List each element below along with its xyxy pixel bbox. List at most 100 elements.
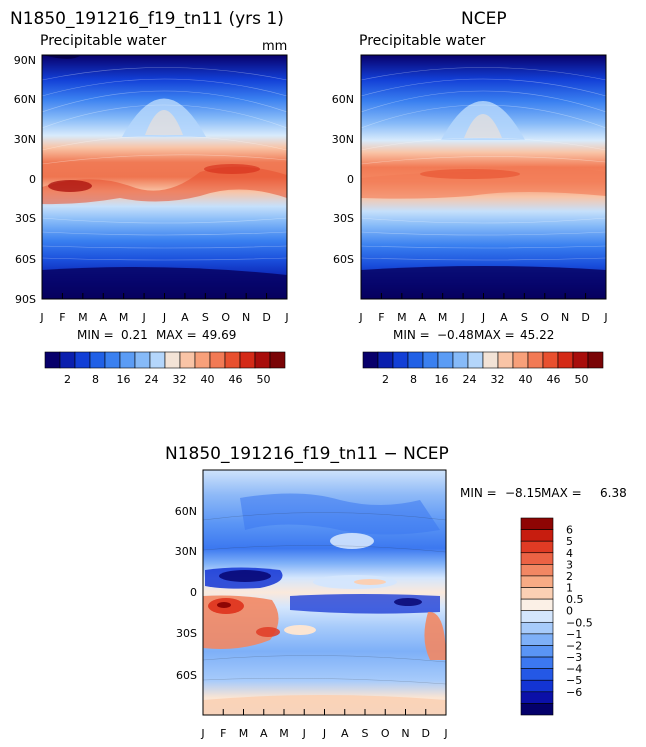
- model-y-ticks: 90N 60N 30N 0 30S 60S 90S: [14, 54, 36, 306]
- colorbar-swatch: [520, 679, 554, 693]
- y-tick-label: 90S: [15, 293, 36, 306]
- x-tick-label: D: [581, 311, 589, 324]
- x-tick-label: A: [99, 311, 107, 324]
- colorbar-label: 8: [410, 373, 417, 386]
- colorbar-swatch: [587, 351, 604, 369]
- x-tick-label: F: [220, 727, 226, 740]
- model-min-label: MIN =: [77, 328, 114, 342]
- colorbar-label: 24: [463, 373, 477, 386]
- y-tick-label: 60S: [333, 253, 354, 266]
- y-tick-label: 30N: [14, 133, 36, 146]
- colorbar-swatch: [527, 351, 544, 369]
- colorbar-swatch: [520, 645, 554, 658]
- colorbar-swatch: [164, 351, 181, 369]
- diff-panel: N1850_191216_f19_tn11 − NCEP: [165, 444, 627, 740]
- x-tick-label: S: [521, 311, 528, 324]
- colorbar-swatch: [44, 351, 61, 369]
- colorbar-label: 40: [519, 373, 533, 386]
- colorbar-label: −2: [566, 639, 582, 652]
- x-tick-label: J: [460, 311, 464, 324]
- colorbar-swatch: [520, 656, 554, 669]
- ncep-min-label: MIN =: [393, 328, 430, 342]
- x-tick-label: O: [381, 727, 390, 740]
- diff-title: N1850_191216_f19_tn11 − NCEP: [165, 444, 449, 464]
- model-max-value: 49.69: [202, 328, 236, 342]
- x-tick-label: N: [401, 727, 409, 740]
- x-tick-label: N: [561, 311, 569, 324]
- colorbar-label: 2: [382, 373, 389, 386]
- colorbar-swatch: [239, 351, 256, 369]
- x-tick-label: S: [202, 311, 209, 324]
- colorbar-label: 3: [566, 558, 573, 571]
- x-tick-label: J: [162, 311, 166, 324]
- diff-max-value: 6.38: [600, 486, 627, 500]
- y-tick-label: 30N: [332, 133, 354, 146]
- diff-y-ticks: 60N 30N 0 30S 60S: [175, 505, 197, 682]
- x-tick-label: J: [358, 311, 362, 324]
- ncep-subtitle: Precipitable water: [359, 33, 486, 49]
- x-tick-label: M: [397, 311, 407, 324]
- colorbar-swatch: [520, 621, 554, 635]
- colorbar-swatch: [520, 598, 554, 612]
- x-tick-label: M: [438, 311, 448, 324]
- colorbar-label: 50: [257, 373, 271, 386]
- colorbar-label: −1: [566, 628, 582, 641]
- x-tick-label: D: [262, 311, 270, 324]
- colorbar-swatch: [254, 351, 271, 369]
- ncep-field: [361, 55, 606, 299]
- y-tick-label: 0: [190, 586, 197, 599]
- colorbar-label: 32: [491, 373, 505, 386]
- colorbar-swatch: [542, 351, 559, 369]
- x-tick-label: A: [181, 311, 189, 324]
- colorbar-swatch: [520, 575, 554, 588]
- colorbar-swatch: [194, 351, 211, 369]
- colorbar-label: 5: [566, 535, 573, 548]
- colorbar-swatch: [520, 552, 554, 565]
- y-tick-label: 30S: [176, 627, 197, 640]
- colorbar-label: 0: [566, 605, 573, 618]
- model-colorbar: 2 8 16 24 32 40 46 50: [44, 351, 286, 386]
- colorbar-swatch: [59, 351, 76, 369]
- ncep-title: NCEP: [461, 9, 507, 29]
- colorbar-label: 2: [64, 373, 71, 386]
- x-tick-label: J: [603, 311, 607, 324]
- x-tick-label: F: [378, 311, 384, 324]
- colorbar-swatch: [437, 351, 454, 369]
- x-tick-label: M: [78, 311, 88, 324]
- diff-min-label: MIN =: [460, 486, 497, 500]
- x-tick-label: A: [341, 727, 349, 740]
- y-tick-label: 60S: [176, 669, 197, 682]
- colorbar-swatch: [269, 351, 286, 369]
- x-tick-label: O: [221, 311, 230, 324]
- colorbar-label: 8: [92, 373, 99, 386]
- colorbar-label: −4: [566, 663, 582, 676]
- colorbar-swatch: [74, 351, 91, 369]
- x-tick-label: J: [200, 727, 204, 740]
- x-tick-label: M: [239, 727, 249, 740]
- diff-min-value: −8.15: [505, 486, 542, 500]
- model-title: N1850_191216_f19_tn11 (yrs 1): [10, 9, 284, 29]
- colorbar-swatch: [224, 351, 241, 369]
- colorbar-swatch: [377, 351, 394, 369]
- colorbar-swatch: [572, 351, 589, 369]
- model-subtitle: Precipitable water: [40, 33, 167, 49]
- y-tick-label: 60S: [15, 253, 36, 266]
- colorbar-label: 0.5: [566, 593, 584, 606]
- model-min-value: 0.21: [121, 328, 148, 342]
- colorbar-label: 32: [173, 373, 187, 386]
- y-tick-label: 60N: [14, 93, 36, 106]
- x-tick-label: F: [59, 311, 65, 324]
- colorbar-swatch: [520, 564, 554, 577]
- ncep-max-value: 45.22: [520, 328, 554, 342]
- colorbar-label: 50: [575, 373, 589, 386]
- y-tick-label: 90N: [14, 54, 36, 67]
- colorbar-label: 6: [566, 524, 573, 537]
- x-tick-label: J: [284, 311, 288, 324]
- colorbar-label: 40: [201, 373, 215, 386]
- colorbar-swatch: [557, 351, 574, 369]
- colorbar-swatch: [119, 351, 136, 369]
- colorbar-label: −5: [566, 674, 582, 687]
- colorbar-label: 16: [435, 373, 449, 386]
